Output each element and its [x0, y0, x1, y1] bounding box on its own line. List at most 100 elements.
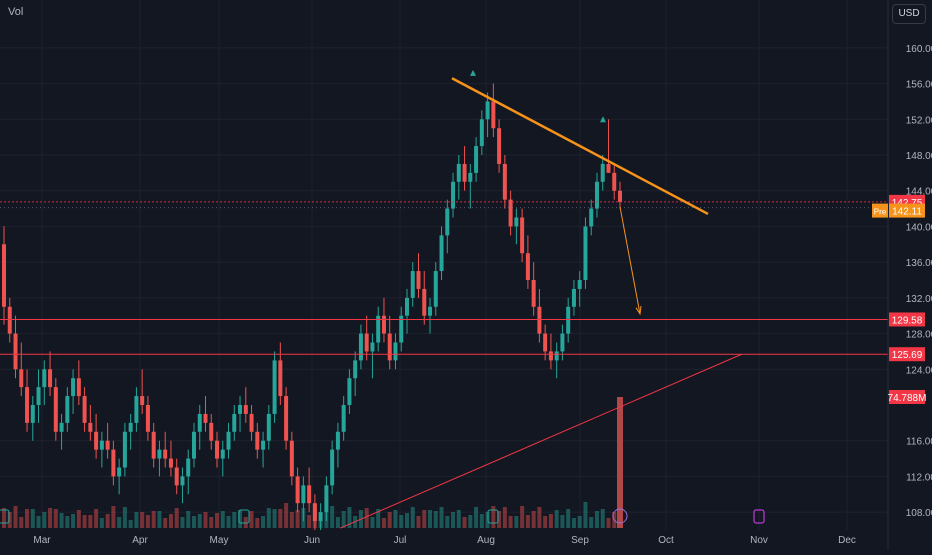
candle-body [88, 422, 93, 432]
volume-bar [48, 508, 53, 528]
volume-bar [266, 508, 271, 528]
volume-bar [393, 510, 398, 528]
volume-bar [191, 516, 196, 528]
candle-body [606, 163, 611, 173]
volume-bar [2, 508, 6, 528]
volume-bar [232, 512, 237, 528]
level-lower-tag: 125.69 [892, 350, 923, 361]
volume-bar [330, 506, 335, 528]
y-tick-label: 112.00 [906, 472, 932, 483]
y-tick-label: 156.00 [906, 80, 932, 91]
candle-body [468, 172, 473, 182]
candle-body [180, 476, 185, 486]
volume-bar [111, 506, 116, 528]
y-tick-label: 152.00 [906, 115, 932, 126]
projection-arrowhead [635, 305, 642, 316]
y-tick-label: 144.00 [906, 187, 932, 198]
candle-body [428, 306, 433, 316]
candle-body [163, 449, 168, 459]
volume-bar [606, 518, 611, 528]
candle-body [191, 431, 196, 459]
candle-body [215, 440, 220, 459]
candle-body [238, 405, 243, 414]
volume-bar [416, 516, 421, 528]
candle-body [203, 413, 208, 423]
candle-body [36, 387, 41, 405]
candle-body [76, 378, 81, 397]
y-tick-label: 136.00 [906, 258, 932, 269]
premarket-tag-prefix-bg [872, 203, 888, 218]
y-tick-label: 132.00 [906, 294, 932, 305]
volume-bar [335, 517, 340, 528]
x-tick-label: Jun [304, 535, 320, 546]
volume-bar [209, 517, 214, 528]
volume-bar [25, 509, 30, 528]
volume-bar [249, 511, 254, 528]
level-upper-tag: 129.58 [892, 315, 923, 326]
candle-body [295, 476, 300, 504]
candle-body [7, 306, 12, 334]
y-tick-label: 140.00 [906, 222, 932, 233]
candle-body [289, 440, 294, 477]
volume-bar [479, 514, 484, 528]
candle-body [145, 405, 150, 432]
volume-bar [410, 507, 415, 528]
candle-body [94, 431, 99, 450]
volume-bar [220, 511, 225, 528]
candle-body [261, 440, 266, 450]
volume-bar [197, 514, 202, 528]
volume-bar [387, 512, 392, 528]
premarket-tag-prefix: Pre [874, 208, 887, 217]
volume-bar [226, 516, 231, 528]
candle-body [232, 413, 237, 432]
x-tick-label: Oct [658, 535, 674, 546]
signal-marker-icon [470, 69, 476, 76]
volume-tag: 74.788M [888, 393, 927, 404]
volume-bar [145, 515, 150, 528]
x-tick-label: Nov [750, 535, 768, 546]
candle-body [151, 431, 156, 459]
volume-bar [548, 514, 553, 528]
candle-body [364, 333, 369, 352]
volume-bar [180, 517, 185, 528]
candle-body [243, 405, 248, 414]
signal-marker-icon [600, 116, 606, 123]
volume-bar [151, 511, 156, 528]
candle-body [410, 271, 415, 298]
volume-bar [134, 512, 139, 528]
candle-body [335, 431, 340, 450]
candle-body [548, 351, 553, 361]
candle-body [42, 369, 47, 388]
candle-body [560, 333, 565, 352]
volume-bar [497, 511, 502, 528]
volume-bar [514, 516, 519, 528]
volume-bar [537, 507, 542, 528]
volume-bar [531, 511, 536, 528]
volume-bar [451, 512, 456, 528]
volume-bar [381, 518, 386, 528]
candles [2, 83, 622, 530]
candle-body [272, 360, 277, 414]
volume-bar [404, 513, 409, 528]
volume-bar [117, 517, 122, 528]
candle-body [514, 217, 519, 227]
volume-bar [456, 510, 461, 528]
time-axis: Mar Apr May Jun Jul Aug Sep Oct Nov Dec [33, 535, 856, 546]
candle-body [341, 405, 346, 432]
candle-body [600, 163, 605, 182]
volume-bar [462, 517, 467, 528]
candle-body [497, 128, 502, 164]
volume-bar [105, 514, 110, 528]
volume-bar [577, 516, 582, 528]
volume-bar [583, 502, 588, 528]
x-tick-label: Mar [33, 535, 51, 546]
volume-bar [594, 511, 599, 528]
candle-body [128, 422, 133, 432]
volume-bars [2, 397, 623, 528]
candle-body [508, 199, 513, 227]
currency-button[interactable]: USD [892, 4, 926, 24]
x-tick-label: Aug [477, 535, 495, 546]
x-tick-label: Jul [394, 535, 407, 546]
volume-bar [364, 508, 369, 528]
